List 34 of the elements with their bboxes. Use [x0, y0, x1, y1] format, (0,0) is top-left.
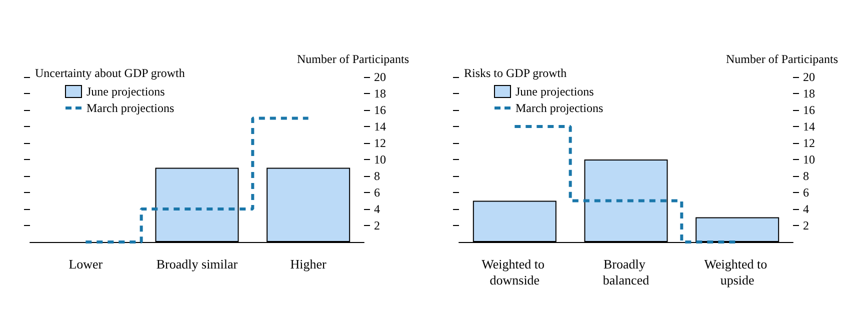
chart-title: Risks to GDP growth: [464, 66, 567, 80]
y-tick-label: 8: [374, 169, 380, 183]
y-tick-label: 2: [374, 218, 380, 232]
y-tick-label: 12: [803, 136, 815, 150]
y-tick-label: 20: [374, 70, 386, 84]
y-axis-title: Number of Participants: [297, 52, 410, 66]
y-tick-label: 2: [803, 218, 809, 232]
y-tick-label: 4: [803, 202, 809, 216]
y-tick-label: 6: [803, 186, 809, 200]
y-tick-label: 20: [803, 70, 815, 84]
y-tick-label: 12: [374, 136, 386, 150]
y-tick-label: 14: [374, 120, 386, 134]
y-tick-label: 8: [803, 169, 809, 183]
y-tick-label: 10: [803, 152, 815, 166]
x-tick-label: Broadly similar: [156, 256, 238, 272]
y-tick-label: 10: [374, 152, 386, 166]
y-tick-label: 16: [374, 103, 386, 117]
y-tick-label: 14: [803, 120, 815, 134]
legend-label: March projections: [516, 101, 604, 115]
y-tick-label: 18: [803, 86, 815, 100]
x-tick-label: Broadly balanced: [602, 256, 650, 288]
legend-label: June projections: [86, 84, 166, 98]
legend-label: June projections: [516, 84, 594, 98]
y-tick-label: 18: [374, 86, 386, 100]
y-axis-title: Number of Participants: [726, 52, 838, 66]
x-tick-label: Weighted to upside: [704, 256, 770, 288]
chart-title: Uncertainty about GDP growth: [35, 66, 185, 80]
x-tick-label: Lower: [68, 256, 104, 272]
y-tick-label: 6: [374, 186, 380, 200]
x-tick-label: Higher: [290, 256, 328, 272]
y-tick-label: 16: [803, 103, 815, 117]
legend-label: March projections: [86, 101, 174, 115]
y-tick-label: 4: [374, 202, 380, 216]
x-tick-label: Weighted to downside: [482, 256, 548, 288]
